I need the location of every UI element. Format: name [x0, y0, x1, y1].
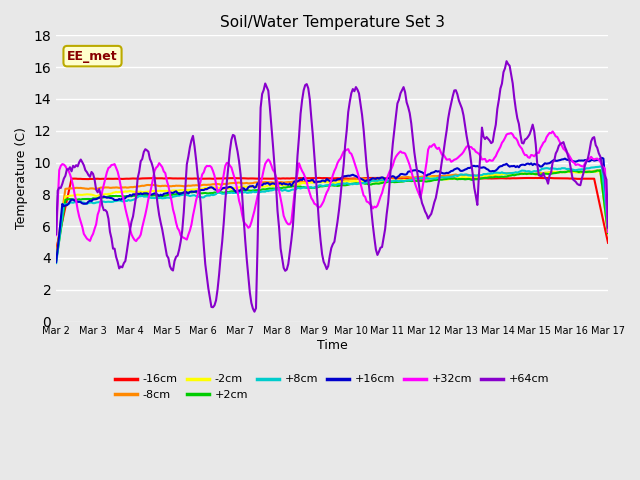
+2cm [596, 168, 604, 173]
-8cm [120, 185, 127, 191]
+64cm [236, 158, 243, 164]
+8cm [236, 190, 243, 195]
+8cm [52, 260, 60, 266]
+2cm [217, 190, 225, 195]
+2cm [236, 188, 243, 193]
-2cm [217, 185, 225, 191]
-16cm [377, 175, 385, 180]
Line: +2cm: +2cm [56, 170, 608, 261]
Line: -2cm: -2cm [56, 171, 608, 259]
-8cm [294, 179, 301, 184]
-16cm [244, 176, 252, 181]
+16cm [236, 188, 243, 194]
-8cm [244, 180, 252, 186]
Line: -16cm: -16cm [56, 178, 608, 250]
-2cm [294, 182, 301, 188]
+2cm [120, 193, 127, 199]
+32cm [577, 163, 584, 168]
-16cm [604, 240, 612, 246]
Line: -8cm: -8cm [56, 170, 608, 255]
-2cm [52, 256, 60, 262]
+2cm [52, 258, 60, 264]
+32cm [218, 180, 226, 186]
-16cm [217, 176, 225, 181]
+16cm [52, 259, 60, 265]
-8cm [595, 168, 603, 173]
+8cm [120, 199, 127, 204]
+64cm [251, 309, 259, 314]
+32cm [120, 197, 127, 203]
-16cm [120, 176, 127, 182]
Line: +16cm: +16cm [56, 158, 608, 262]
Line: +32cm: +32cm [56, 132, 608, 241]
+16cm [294, 179, 301, 184]
+64cm [604, 225, 612, 230]
-2cm [596, 168, 604, 174]
+2cm [294, 184, 301, 190]
+8cm [294, 185, 301, 191]
+8cm [596, 164, 604, 169]
-2cm [244, 184, 252, 190]
+16cm [244, 184, 252, 190]
-8cm [604, 230, 612, 236]
+64cm [244, 274, 252, 279]
-16cm [294, 175, 301, 181]
+8cm [244, 190, 252, 196]
-8cm [217, 182, 225, 188]
-8cm [573, 169, 581, 175]
X-axis label: Time: Time [317, 339, 348, 352]
-2cm [604, 231, 612, 237]
+16cm [598, 155, 605, 161]
-8cm [52, 252, 60, 258]
+64cm [502, 58, 510, 64]
-2cm [573, 169, 581, 175]
+2cm [604, 230, 612, 236]
-2cm [120, 189, 127, 195]
-16cm [52, 247, 60, 252]
+8cm [217, 190, 225, 196]
+64cm [217, 254, 225, 260]
+16cm [217, 187, 225, 193]
+8cm [573, 167, 581, 173]
+2cm [573, 168, 581, 174]
+16cm [573, 158, 581, 164]
+32cm [246, 224, 253, 229]
Line: +8cm: +8cm [56, 167, 608, 263]
+64cm [120, 260, 127, 266]
+16cm [604, 216, 612, 222]
+8cm [604, 226, 612, 231]
Y-axis label: Temperature (C): Temperature (C) [15, 128, 28, 229]
+64cm [577, 182, 584, 188]
+32cm [237, 204, 244, 209]
-16cm [236, 175, 243, 181]
+32cm [549, 129, 557, 134]
Legend: -16cm, -8cm, -2cm, +2cm, +8cm, +16cm, +32cm, +64cm: -16cm, -8cm, -2cm, +2cm, +8cm, +16cm, +3… [110, 370, 554, 405]
Line: +64cm: +64cm [56, 61, 608, 312]
+32cm [52, 232, 60, 238]
-16cm [575, 176, 582, 182]
-8cm [236, 180, 243, 185]
+16cm [120, 196, 127, 202]
+64cm [52, 231, 60, 237]
+64cm [295, 133, 303, 139]
Title: Soil/Water Temperature Set 3: Soil/Water Temperature Set 3 [220, 15, 445, 30]
+32cm [295, 160, 303, 166]
+32cm [604, 229, 612, 235]
+2cm [244, 187, 252, 193]
Text: EE_met: EE_met [67, 49, 118, 63]
+32cm [132, 238, 140, 244]
-2cm [236, 184, 243, 190]
